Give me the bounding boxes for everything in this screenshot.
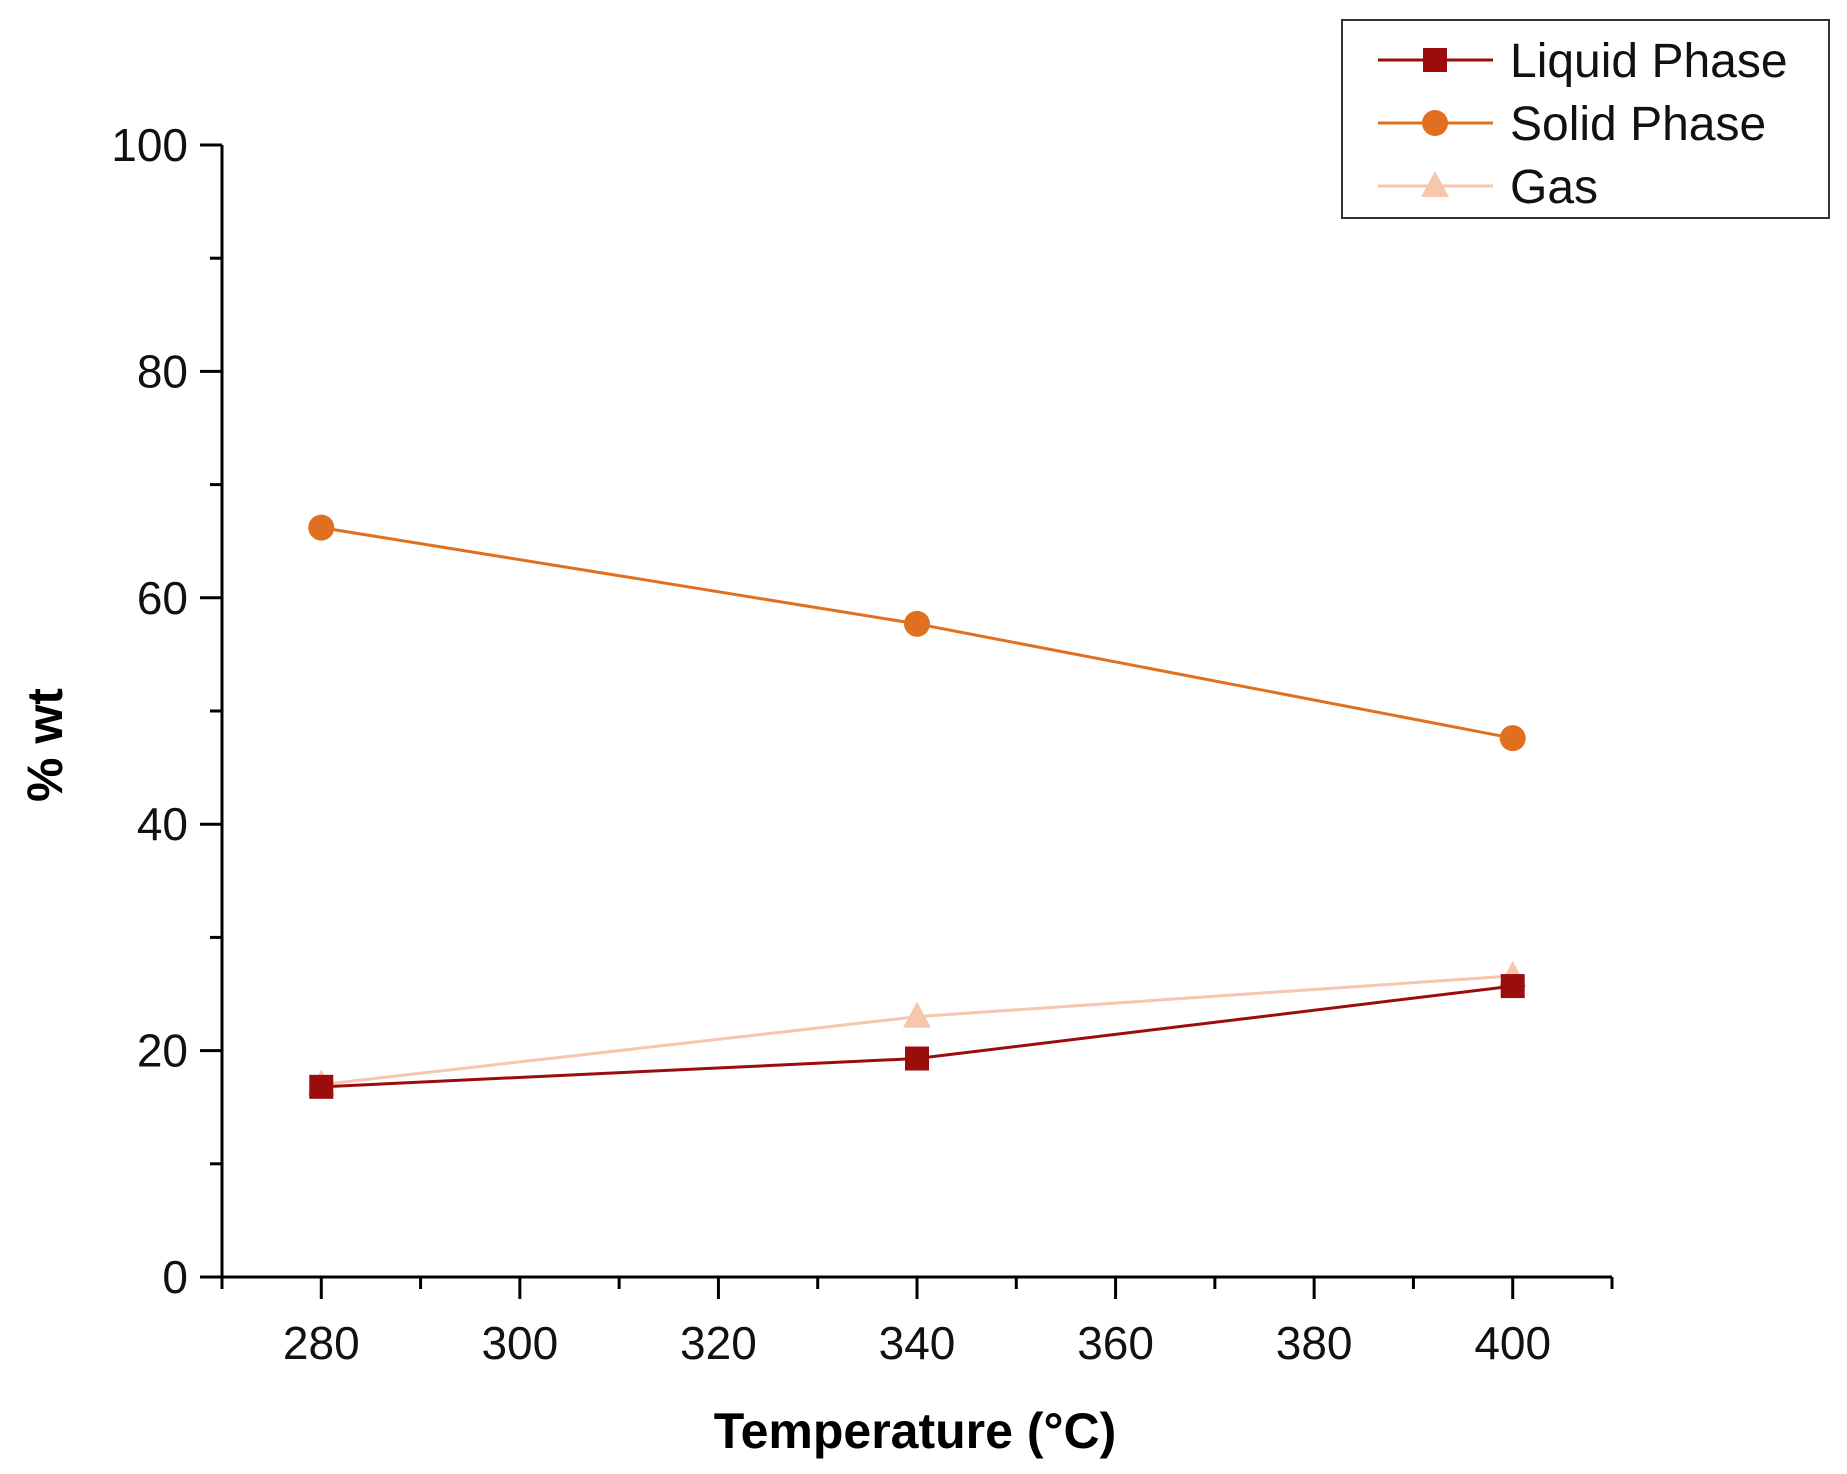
data-point-solid-phase-280 [308,514,335,541]
y-tick-label-100: 100 [111,119,188,171]
x-tick-label-360: 360 [1077,1317,1154,1369]
legend: Liquid Phase Solid Phase Gas [1341,19,1830,219]
legend-label-gas: Gas [1510,161,1598,214]
data-point-solid-phase-400 [1499,725,1526,752]
legend-item-liquid-phase: Liquid Phase [1378,35,1788,88]
legend-marker-gas [1421,171,1449,197]
data-point-liquid-phase-280 [309,1074,334,1099]
x-axis-ticks: 280 300 320 340 360 380 400 [220,1277,1614,1369]
y-tick-label-60: 60 [137,572,188,624]
x-axis-title: Temperature (°C) [714,1403,1116,1459]
y-axis-title: % wt [17,688,73,802]
legend-label-solid-phase: Solid Phase [1510,98,1766,151]
data-point-liquid-phase-340 [905,1046,929,1071]
legend-item-solid-phase: Solid Phase [1378,98,1766,151]
y-tick-label-20: 20 [137,1025,188,1077]
y-tick-label-40: 40 [137,798,188,850]
series-solid-phase [308,514,1526,752]
data-point-gas-340 [903,1001,931,1028]
x-tick-label-380: 380 [1276,1317,1353,1369]
axes [220,145,1612,1279]
y-axis-ticks: 0 20 40 60 80 100 [111,119,222,1303]
series-gas [307,960,1527,1096]
legend-item-gas: Gas [1378,161,1598,214]
series-liquid-phase [309,974,1525,1099]
legend-marker-solid-phase [1422,110,1448,136]
x-tick-label-400: 400 [1474,1317,1551,1369]
x-tick-label-340: 340 [879,1317,956,1369]
data-point-liquid-phase-400 [1500,974,1525,999]
legend-label-liquid-phase: Liquid Phase [1510,35,1788,88]
x-tick-label-320: 320 [680,1317,757,1369]
x-tick-label-300: 300 [481,1317,558,1369]
series-layer [307,514,1527,1099]
legend-marker-liquid-phase [1423,48,1447,72]
x-tick-label-280: 280 [283,1317,360,1369]
y-tick-label-0: 0 [162,1251,188,1303]
y-tick-label-80: 80 [137,345,188,397]
data-point-solid-phase-340 [904,610,930,637]
series-line-liquid-phase [321,984,1513,1089]
